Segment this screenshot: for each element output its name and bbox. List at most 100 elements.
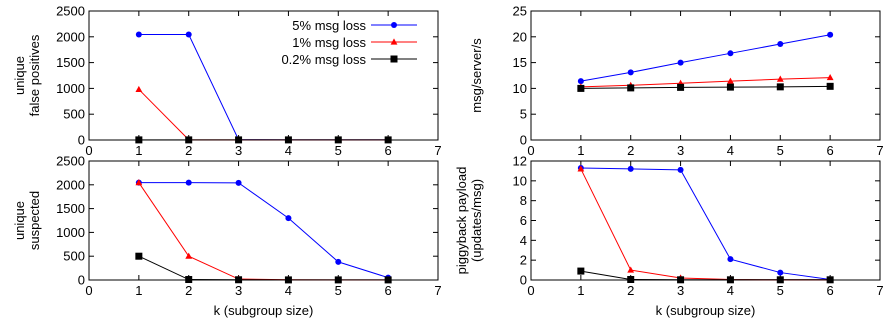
x-tick-label: 7 bbox=[434, 143, 441, 158]
data-point bbox=[677, 166, 684, 173]
x-tick-label: 4 bbox=[727, 143, 734, 158]
data-point bbox=[384, 136, 392, 144]
data-point bbox=[577, 165, 585, 172]
panel-msg-rate: 0 1 2 3 4 5 6 7 0 5 10 15 20 25 msg/server/s bbox=[469, 4, 884, 159]
x-tick-label: 7 bbox=[876, 283, 883, 298]
series-line bbox=[580, 167, 831, 280]
x-tick-label: 1 bbox=[577, 143, 584, 158]
data-point bbox=[627, 165, 634, 172]
data-point bbox=[235, 136, 243, 144]
x-tick-label: 5 bbox=[335, 143, 342, 158]
data-point bbox=[776, 75, 784, 82]
legend-marker bbox=[391, 22, 397, 28]
x-tick-label: 1 bbox=[577, 283, 584, 298]
data-point bbox=[777, 41, 784, 48]
x-tick-label: 7 bbox=[434, 283, 441, 298]
y-tick-label: 2000 bbox=[56, 29, 85, 44]
x-tick-label: 5 bbox=[777, 143, 784, 158]
y-tick-label: 1500 bbox=[56, 55, 85, 70]
data-point bbox=[185, 136, 193, 144]
x-tick-label: 5 bbox=[777, 283, 784, 298]
data-point bbox=[727, 77, 734, 84]
panel-false-positives: 0 1 2 3 4 5 6 7 0 500 1000 1500 2000 2500 unique false … bbox=[12, 4, 442, 159]
y-tick-label: 500 bbox=[63, 249, 85, 264]
x-tick-label: 7 bbox=[876, 143, 883, 158]
y-tick-label: 6 bbox=[520, 213, 527, 228]
data-point bbox=[826, 82, 834, 90]
data-point bbox=[185, 252, 193, 259]
legend-marker bbox=[390, 55, 398, 63]
data-point bbox=[284, 276, 292, 284]
y-tick-label: 25 bbox=[513, 4, 527, 19]
x-tick-label: 0 bbox=[527, 283, 534, 298]
data-point bbox=[727, 256, 734, 263]
y-tick-label: 0 bbox=[78, 273, 85, 288]
series-line bbox=[580, 34, 831, 82]
x-tick-label: 3 bbox=[677, 143, 684, 158]
x-tick-label: 2 bbox=[185, 283, 192, 298]
y-tick-label: 2500 bbox=[56, 154, 85, 169]
data-point bbox=[135, 252, 143, 260]
data-point bbox=[185, 179, 192, 186]
legend: 5% msg loss 1% msg loss 0.2% msg loss bbox=[281, 18, 417, 67]
data-point bbox=[577, 84, 585, 92]
y-tick-label: 0 bbox=[78, 133, 85, 148]
data-point bbox=[627, 69, 634, 76]
y-tick-label: 2500 bbox=[56, 4, 85, 19]
series-line bbox=[138, 255, 389, 281]
y-axis-label: unique bbox=[12, 201, 27, 240]
legend-label: 1% msg loss bbox=[292, 35, 366, 50]
plot-frame bbox=[530, 160, 881, 281]
y-axis-label: piggyback payload bbox=[454, 167, 469, 275]
data-point bbox=[335, 258, 342, 265]
x-tick-label: 0 bbox=[85, 283, 92, 298]
x-tick-label: 1 bbox=[135, 143, 142, 158]
data-point bbox=[726, 276, 734, 284]
y-tick-label: 4 bbox=[520, 233, 527, 248]
y-axis-label: msg/server/s bbox=[469, 38, 484, 113]
data-point bbox=[135, 136, 143, 144]
data-point bbox=[334, 276, 342, 284]
plot-frame bbox=[88, 10, 439, 141]
y-axis-label: false positives bbox=[27, 34, 42, 116]
x-axis-label: k (subgroup size) bbox=[656, 303, 756, 318]
x-tick-label: 3 bbox=[235, 143, 242, 158]
y-tick-label: 10 bbox=[513, 81, 527, 96]
series-line bbox=[580, 168, 831, 281]
series-line bbox=[138, 33, 389, 141]
y-tick-label: 1000 bbox=[56, 81, 85, 96]
data-point bbox=[627, 266, 635, 273]
data-point bbox=[285, 215, 292, 222]
series-line bbox=[138, 182, 389, 279]
x-tick-label: 0 bbox=[85, 143, 92, 158]
data-point bbox=[677, 59, 684, 66]
y-tick-label: 2 bbox=[520, 253, 527, 268]
legend-marker bbox=[390, 38, 398, 45]
panel-suspected: 0 1 2 3 4 5 6 7 0 500 1000 1500 2000 2500 unique suspec… bbox=[12, 154, 442, 319]
legend-label: 0.2% msg loss bbox=[281, 52, 366, 67]
data-point bbox=[827, 31, 834, 38]
x-tick-label: 4 bbox=[285, 143, 292, 158]
x-tick-label: 2 bbox=[627, 143, 634, 158]
y-axis-label: unique bbox=[12, 56, 27, 95]
data-point bbox=[776, 276, 784, 284]
data-point bbox=[677, 83, 685, 91]
legend-label: 5% msg loss bbox=[292, 18, 366, 33]
series-line bbox=[580, 270, 831, 281]
plot-frame bbox=[88, 160, 439, 281]
y-axis-label: (updates/msg) bbox=[469, 179, 484, 262]
y-tick-label: 0 bbox=[520, 273, 527, 288]
data-point bbox=[577, 78, 584, 85]
data-point bbox=[677, 276, 685, 284]
x-tick-label: 4 bbox=[727, 283, 734, 298]
plot-frame bbox=[530, 10, 881, 141]
x-tick-label: 2 bbox=[627, 283, 634, 298]
series-line bbox=[580, 77, 831, 88]
data-point bbox=[135, 179, 143, 186]
series-line bbox=[580, 85, 831, 89]
data-point bbox=[185, 276, 193, 284]
x-tick-label: 4 bbox=[285, 283, 292, 298]
data-point bbox=[135, 31, 142, 38]
